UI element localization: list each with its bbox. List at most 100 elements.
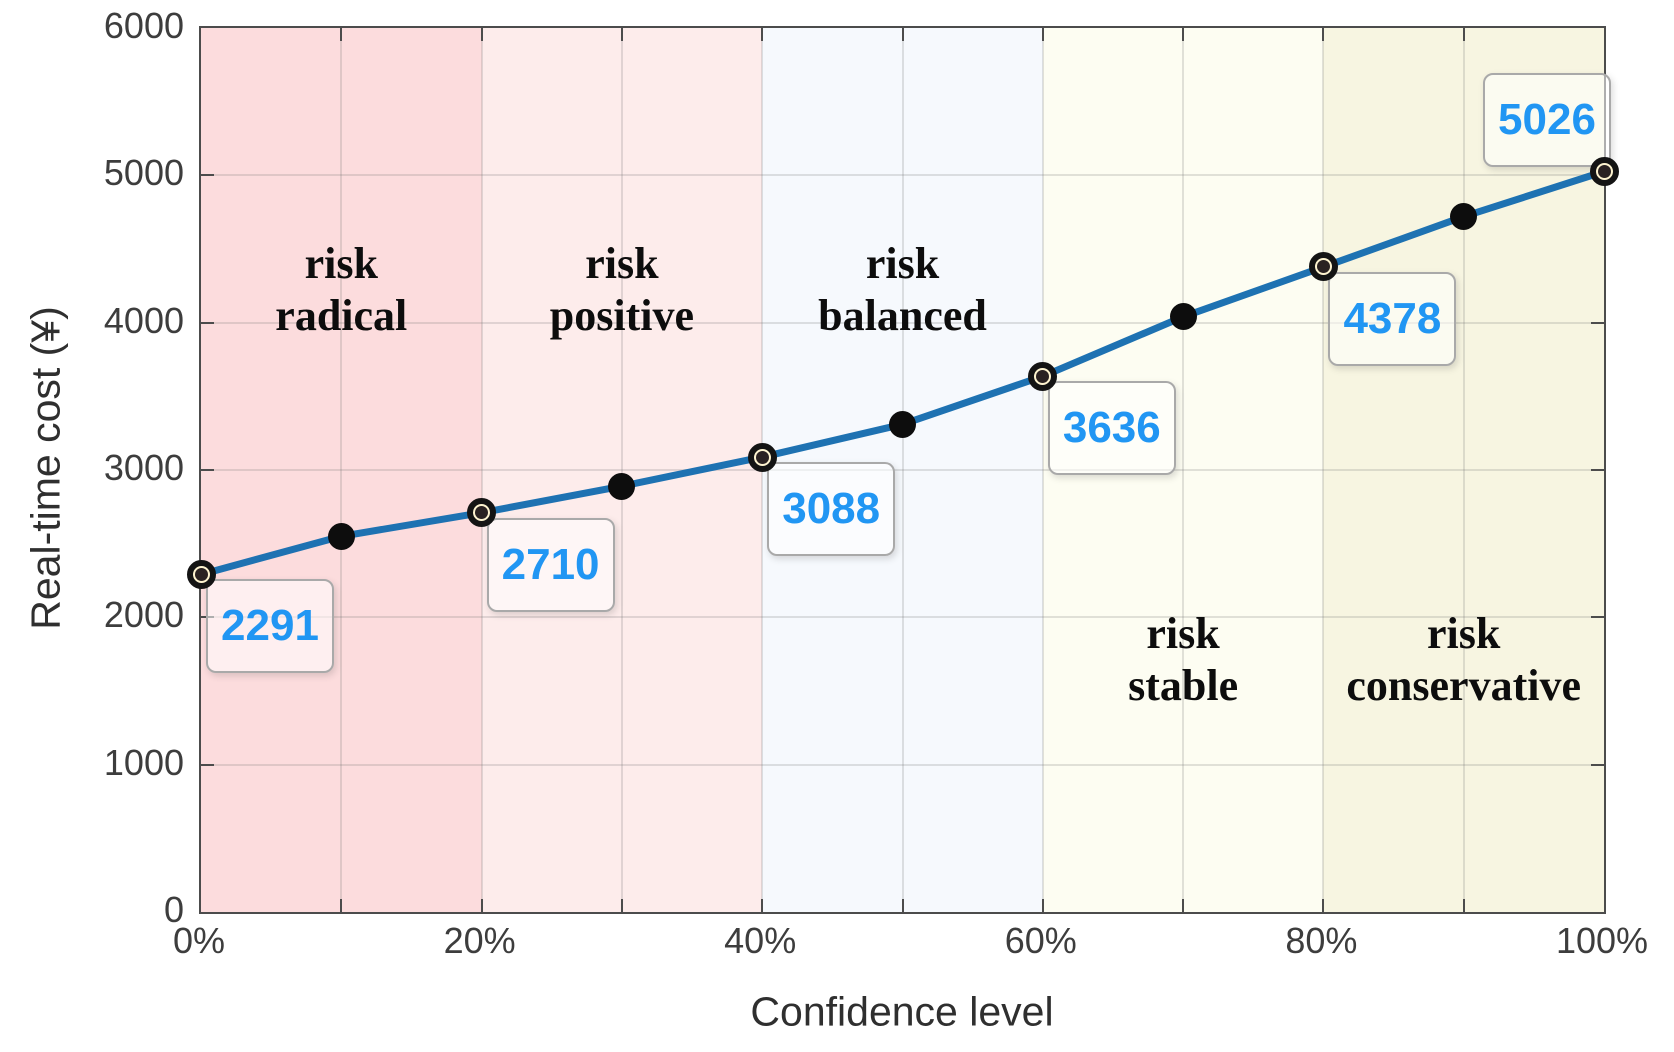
tick-mark-x-bottom bbox=[1041, 899, 1044, 912]
tick-mark-x-bottom bbox=[761, 899, 764, 912]
y-tick-label: 3000 bbox=[103, 447, 184, 488]
region-label-risk-radical: risk radical bbox=[275, 238, 407, 342]
region-label-line: conservative bbox=[1346, 661, 1581, 710]
region-risk-conservative bbox=[1323, 28, 1604, 912]
tick-mark-x-bottom bbox=[901, 899, 904, 912]
marker-core bbox=[1036, 369, 1050, 383]
marker-ring-point bbox=[186, 559, 216, 589]
tick-mark-x-top bbox=[901, 28, 904, 41]
annotation-value: 2710 bbox=[501, 539, 600, 589]
gridline-vertical bbox=[901, 28, 904, 912]
tick-mark-x-top bbox=[1041, 28, 1044, 41]
region-label-line: radical bbox=[275, 291, 408, 340]
marker-dot-point bbox=[1169, 303, 1197, 331]
gridline-horizontal bbox=[201, 174, 1604, 177]
x-tick-label: 20% bbox=[443, 920, 516, 961]
gridline-vertical bbox=[480, 28, 483, 912]
gridline-horizontal bbox=[201, 469, 1604, 471]
y-tick-label: 5000 bbox=[103, 152, 184, 194]
marker-ring-point bbox=[467, 498, 497, 528]
plot-area: risk radical risk positive risk balanced risk s… bbox=[186, 26, 1619, 914]
marker-core bbox=[194, 567, 208, 581]
data-line bbox=[197, 168, 1608, 578]
marker-ring-point bbox=[1308, 252, 1338, 282]
annotation-value: 3636 bbox=[1062, 403, 1161, 453]
tick-mark-y-left bbox=[201, 321, 214, 324]
x-tick-label: 60% bbox=[1004, 920, 1077, 961]
region-label-line: balanced bbox=[818, 291, 987, 340]
tick-mark-x-bottom bbox=[1462, 899, 1465, 912]
region-label-risk-balanced: risk balanced bbox=[818, 238, 987, 342]
y-tick-label: 0 bbox=[163, 889, 184, 930]
annotation-value: 2291 bbox=[221, 601, 319, 651]
marker-dot-point bbox=[1450, 203, 1478, 231]
tick-mark-y-right bbox=[1591, 616, 1604, 619]
tick-mark-y-left bbox=[201, 174, 214, 177]
tick-mark-x-top bbox=[1322, 28, 1325, 41]
x-axis-title: Confidence level bbox=[750, 988, 1054, 1035]
y-tick-label: 4000 bbox=[103, 299, 184, 341]
tick-mark-x-top bbox=[620, 28, 623, 41]
y-tick-label: 2000 bbox=[103, 594, 184, 636]
tick-mark-y-left bbox=[201, 469, 214, 471]
region-label-line: risk bbox=[865, 239, 940, 288]
marker-ring-point bbox=[747, 442, 777, 472]
gridline-vertical bbox=[620, 28, 623, 912]
annotation-value: 3088 bbox=[782, 484, 881, 534]
marker-dot-point bbox=[327, 522, 355, 550]
marker-core bbox=[755, 450, 769, 464]
region-label-risk-conservative: risk conservative bbox=[1346, 608, 1581, 712]
region-label-risk-positive: risk positive bbox=[550, 238, 694, 342]
region-label-line: risk bbox=[585, 239, 659, 288]
x-tick-label: 80% bbox=[1285, 920, 1358, 961]
gridline-horizontal bbox=[201, 321, 1604, 324]
tick-mark-y-left bbox=[201, 763, 214, 766]
region-label-risk-stable: risk stable bbox=[1128, 608, 1238, 712]
marker-dot-point bbox=[889, 410, 916, 438]
tick-mark-x-top bbox=[340, 28, 343, 41]
region-label-line: stable bbox=[1128, 661, 1239, 710]
gridline-vertical bbox=[1041, 28, 1044, 912]
gridline-vertical bbox=[1322, 28, 1325, 912]
x-tick-label: 40% bbox=[724, 920, 797, 961]
marker-dot-point bbox=[608, 472, 636, 500]
tick-mark-y-right bbox=[1591, 321, 1604, 324]
region-label-line: risk bbox=[304, 239, 378, 288]
x-tick-label: 100% bbox=[1555, 920, 1649, 961]
y-tick-label: 6000 bbox=[103, 5, 184, 46]
annotation-box: 3636 bbox=[1047, 381, 1176, 476]
tick-mark-x-top bbox=[480, 28, 483, 41]
region-label-line: risk bbox=[1427, 609, 1501, 658]
tick-mark-x-bottom bbox=[620, 899, 623, 912]
tick-mark-x-top bbox=[1182, 28, 1185, 41]
x-tick-label: 0% bbox=[172, 920, 226, 961]
marker-ring-point bbox=[1028, 361, 1058, 391]
annotation-box: 4378 bbox=[1328, 271, 1457, 366]
marker-core bbox=[1597, 165, 1611, 178]
gridline-horizontal bbox=[201, 763, 1604, 766]
marker-core bbox=[1316, 260, 1330, 274]
tick-mark-x-bottom bbox=[1182, 899, 1185, 912]
marker-core bbox=[475, 506, 489, 520]
gridline-vertical bbox=[1182, 28, 1185, 912]
gridline-vertical bbox=[340, 28, 343, 912]
region-risk-radical bbox=[201, 28, 482, 912]
region-label-line: risk bbox=[1146, 609, 1220, 658]
tick-mark-y-right bbox=[1591, 763, 1604, 766]
y-tick-label: 1000 bbox=[103, 741, 184, 783]
region-label-line: positive bbox=[549, 291, 695, 340]
tick-mark-x-top bbox=[761, 28, 764, 41]
tick-mark-x-bottom bbox=[480, 899, 483, 912]
annotation-value: 4378 bbox=[1343, 293, 1442, 343]
gridline-horizontal bbox=[201, 616, 1604, 619]
annotation-box: 5026 bbox=[1483, 72, 1611, 167]
annotation-box: 2710 bbox=[486, 517, 615, 612]
tick-mark-x-bottom bbox=[340, 899, 343, 912]
tick-mark-x-bottom bbox=[1322, 899, 1325, 912]
tick-mark-y-right bbox=[1591, 469, 1604, 471]
gridline-vertical bbox=[1462, 28, 1465, 912]
annotation-value: 5026 bbox=[1498, 94, 1596, 144]
annotation-box: 2291 bbox=[206, 579, 334, 674]
marker-ring-point bbox=[1589, 157, 1619, 186]
